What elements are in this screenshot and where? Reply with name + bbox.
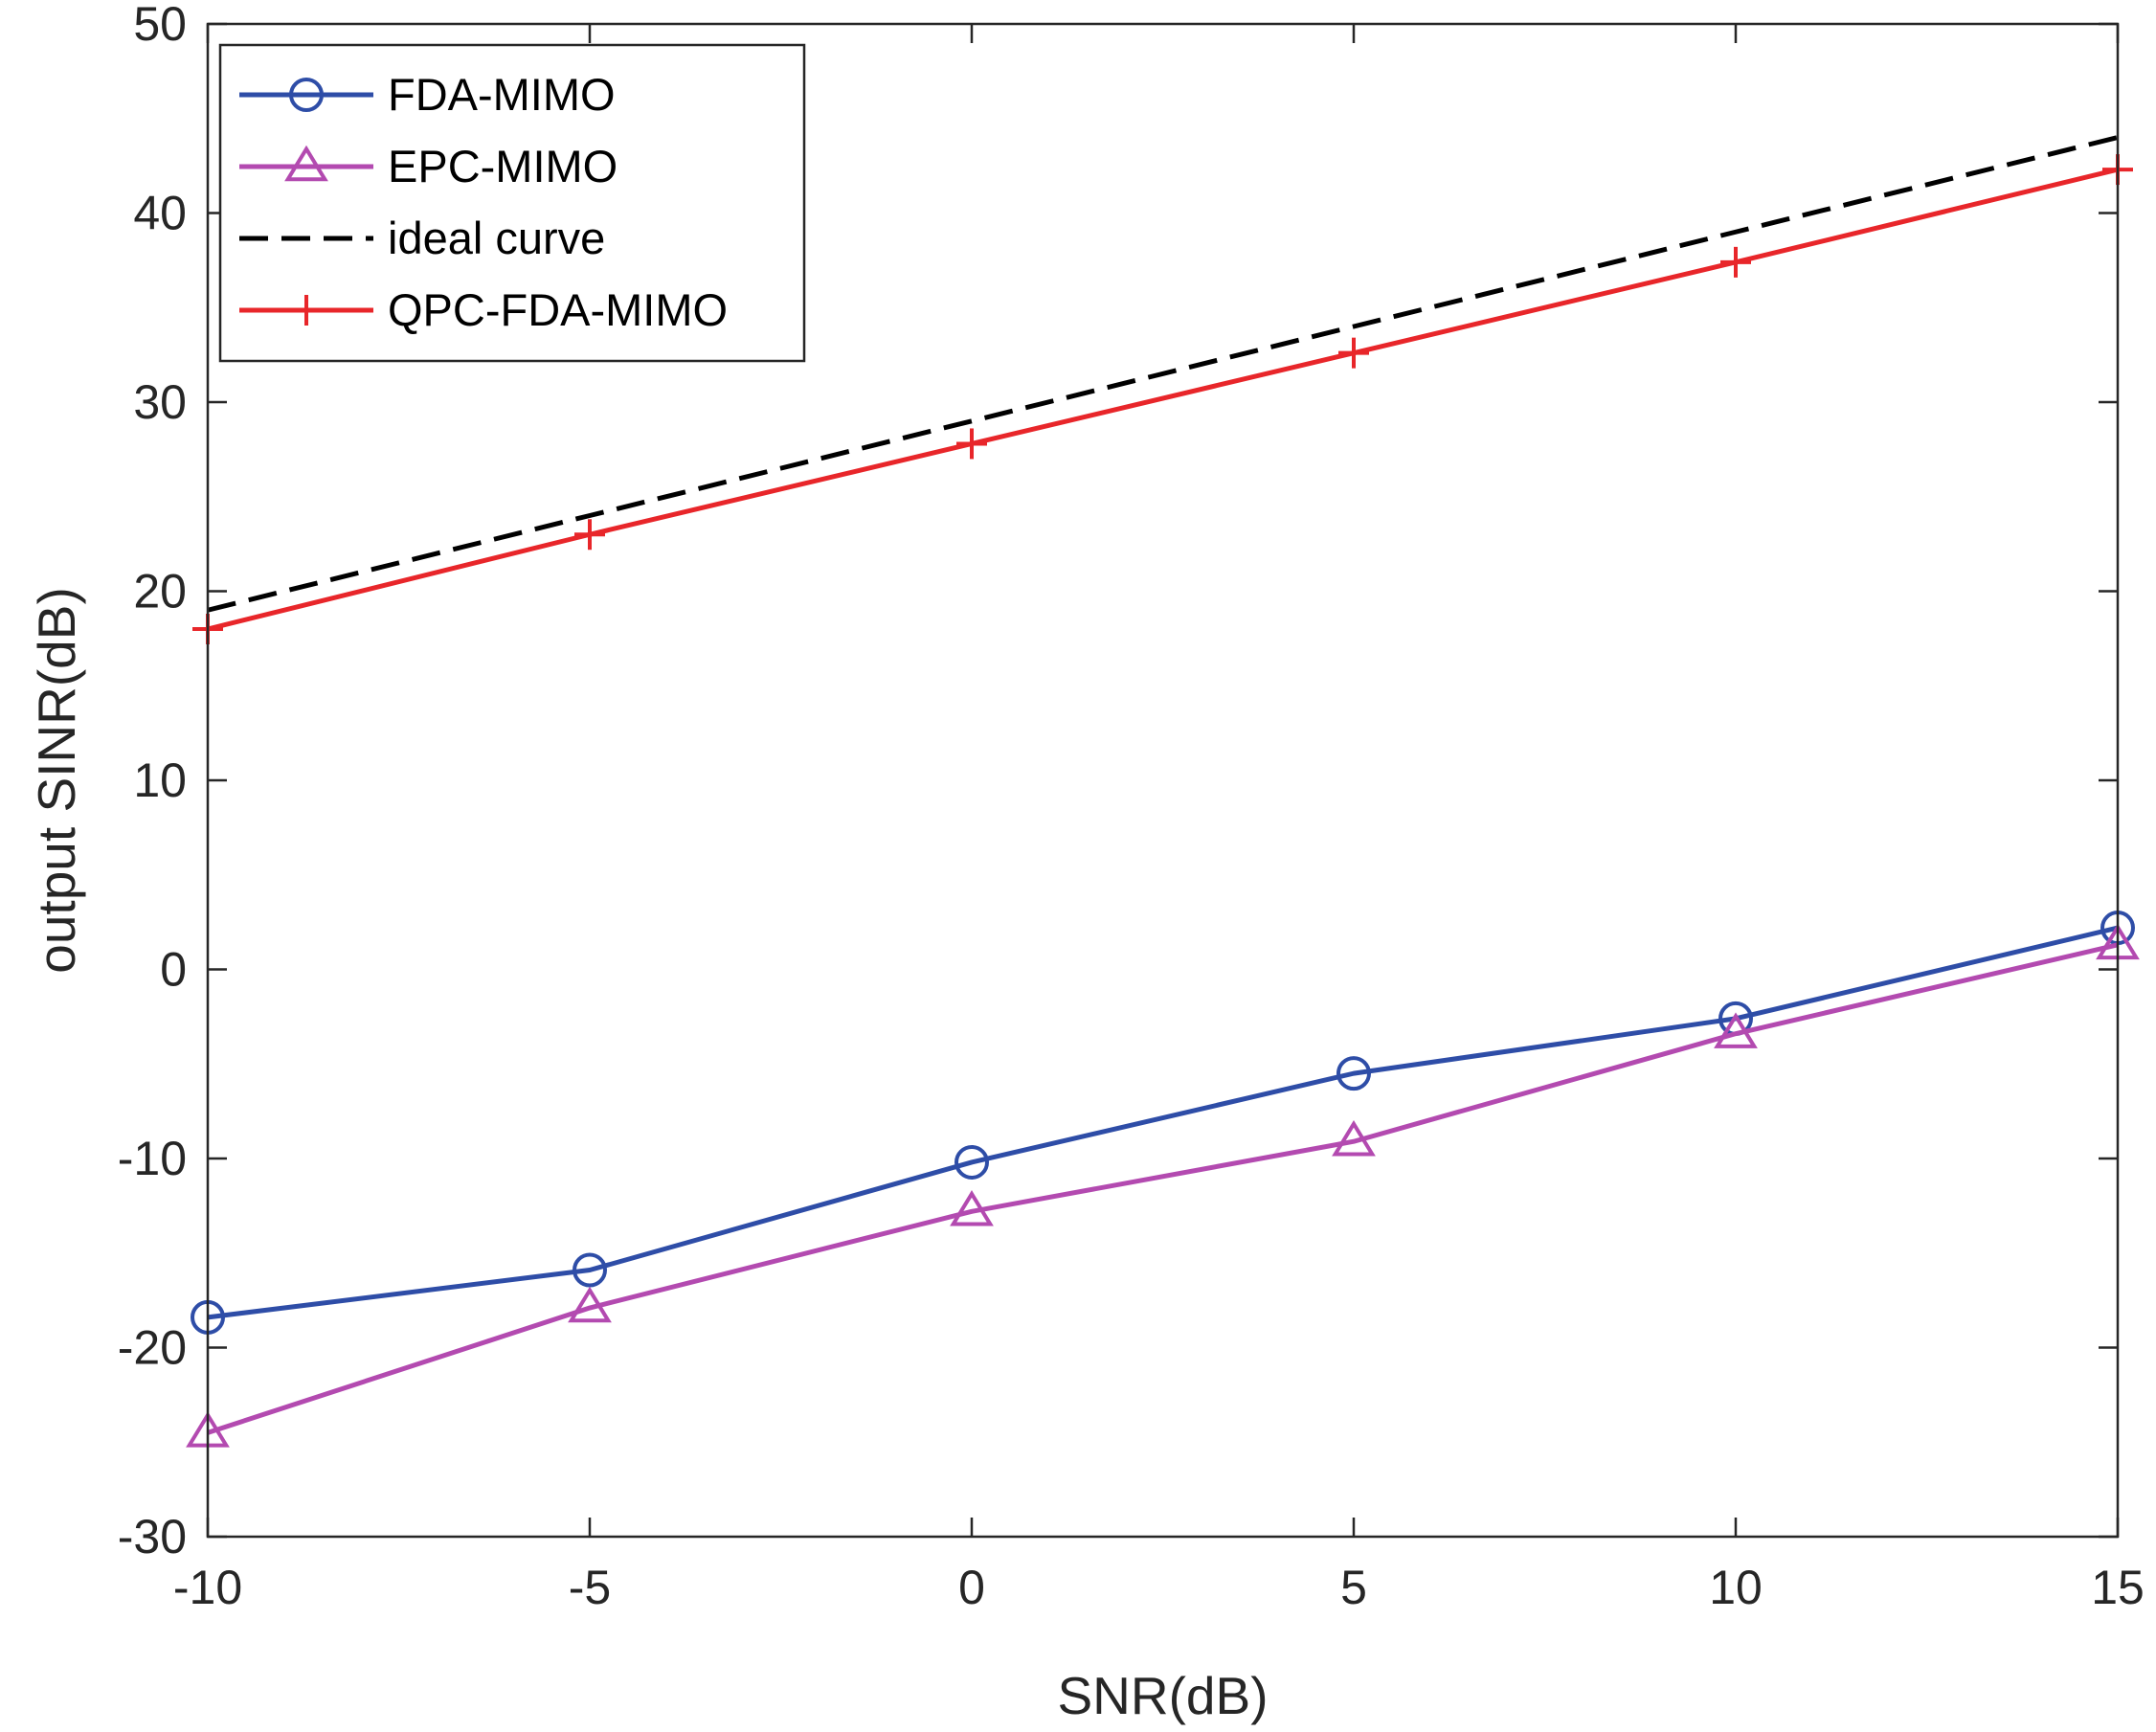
legend-label-qpc-fda-mimo: QPC-FDA-MIMO [388,284,728,335]
data-point-qpc-fda-mimo-2 [956,428,987,460]
y-tick-label: 10 [133,754,187,807]
y-tick-label: -20 [118,1321,187,1375]
legend-marker-qpc-fda-mimo [291,295,322,326]
x-tick-label: 10 [1709,1561,1763,1614]
series-line-epc-mimo [207,942,2119,1435]
x-tick-label: 0 [958,1561,985,1614]
data-point-epc-mimo-1 [568,1286,612,1323]
legend-label-fda-mimo: FDA-MIMO [388,69,616,120]
y-tick-label: 0 [160,943,187,997]
series-layer [186,135,2140,1448]
x-tick-label: 5 [1340,1561,1367,1614]
legend-label-ideal-curve: ideal curve [388,213,605,263]
data-point-epc-mimo-4 [1714,1012,1758,1048]
data-point-qpc-fda-mimo-4 [1720,246,1751,278]
y-axis-label: output SINR(dB) [27,587,86,974]
y-tick-label: -10 [118,1132,187,1185]
data-point-fda-mimo-1 [573,1252,607,1288]
legend-entry-qpc-fda-mimo: QPC-FDA-MIMO [239,284,728,335]
data-point-qpc-fda-mimo-3 [1338,337,1369,369]
legend-entry-fda-mimo: FDA-MIMO [239,69,616,120]
data-point-epc-mimo-2 [950,1190,994,1226]
data-point-fda-mimo-2 [954,1144,989,1180]
y-tick-label: 30 [133,375,187,429]
x-tick-label: 15 [2091,1561,2145,1614]
y-tick-label: 50 [133,0,187,51]
legend-entry-epc-mimo: EPC-MIMO [239,141,618,191]
legend: FDA-MIMO EPC-MIMO ideal curve QPC-FDA-MIMO [218,43,806,363]
legend-marker-epc-mimo [284,145,328,182]
data-point-fda-mimo-3 [1336,1056,1371,1091]
y-tick-label: -30 [118,1510,187,1563]
y-tick-label: 20 [133,565,187,619]
data-point-qpc-fda-mimo-1 [574,519,605,551]
data-point-epc-mimo-3 [1332,1119,1376,1157]
series-ideal-curve [207,135,2119,613]
axes-layer: -10 -5 0 5 10 15 -30 -20 -10 0 10 20 30 40 50 [118,0,2145,1614]
x-axis-label: SNR(dB) [1057,1666,1268,1725]
series-line-fda-mimo [207,925,2119,1320]
legend-marker-fda-mimo [289,78,324,112]
x-tick-label: -10 [173,1561,242,1614]
legend-entry-ideal-curve: ideal curve [239,213,605,263]
legend-label-epc-mimo: EPC-MIMO [388,141,618,191]
series-line-qpc-fda-mimo [207,167,2119,632]
y-tick-label: 40 [133,187,187,240]
series-line-ideal-curve [207,135,2119,613]
x-tick-label: -5 [569,1561,611,1614]
